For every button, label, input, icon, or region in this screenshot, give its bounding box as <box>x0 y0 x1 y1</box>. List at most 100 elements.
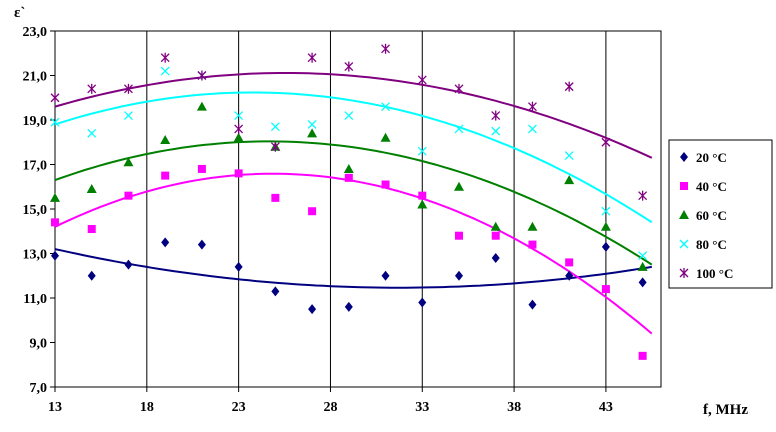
data-point-series-1 <box>234 169 243 178</box>
x-tick-label: 33 <box>415 400 429 415</box>
legend-marker <box>679 268 689 278</box>
data-point-series-4 <box>381 43 391 54</box>
data-point-series-2 <box>307 128 318 138</box>
trendlines <box>54 72 653 335</box>
data-point-series-3 <box>160 66 170 76</box>
data-point-series-2 <box>637 261 648 271</box>
data-point-series-1 <box>344 173 353 182</box>
data-point-series-3 <box>270 122 280 132</box>
data-point-series-1 <box>124 191 133 200</box>
data-point-series-2 <box>527 221 538 231</box>
x-tick-label: 13 <box>48 400 62 415</box>
data-point-series-0 <box>271 286 280 297</box>
x-tick-label: 28 <box>323 400 337 415</box>
trendline-series-3 <box>54 91 653 224</box>
data-point-series-4 <box>454 83 464 94</box>
data-point-series-3 <box>417 146 427 156</box>
data-point-series-0 <box>601 241 610 252</box>
data-point-series-1 <box>455 231 463 240</box>
legend-marker <box>680 182 688 190</box>
data-point-series-0 <box>87 270 96 281</box>
y-tick-label: 9,0 <box>30 337 48 352</box>
data-point-series-3 <box>344 111 354 121</box>
data-point-series-0 <box>381 270 390 281</box>
data-point-series-2 <box>343 163 354 173</box>
data-point-series-0 <box>491 252 500 263</box>
data-point-series-1 <box>528 240 537 249</box>
data-point-series-3 <box>454 124 464 134</box>
legend-label: 80 °C <box>696 237 727 252</box>
data-point-series-0 <box>528 299 537 310</box>
legend-marker <box>679 210 689 219</box>
trendline-series-2 <box>54 140 653 266</box>
data-point-series-4 <box>197 70 207 81</box>
data-point-series-4 <box>601 137 611 148</box>
data-point-series-0 <box>197 239 206 250</box>
data-point-series-1 <box>308 207 317 216</box>
data-point-series-0 <box>565 270 574 281</box>
y-tick-label: 15,0 <box>23 203 48 218</box>
legend-label: 60 °C <box>696 208 727 223</box>
data-point-series-3 <box>527 124 537 134</box>
y-tick-label: 23,0 <box>23 25 48 40</box>
data-point-series-0 <box>455 270 463 281</box>
data-point-series-3 <box>564 151 574 161</box>
data-point-series-0 <box>124 259 133 270</box>
gridlines <box>50 30 607 392</box>
x-tick-label: 18 <box>140 400 154 415</box>
y-tick-label: 21,0 <box>23 70 48 85</box>
data-points <box>50 43 648 360</box>
y-axis-title: ε` <box>14 5 25 21</box>
data-point-series-1 <box>381 180 390 189</box>
data-point-series-4 <box>234 123 244 134</box>
y-tick-label: 7,0 <box>30 381 48 396</box>
trendline-series-0 <box>54 248 652 289</box>
data-point-series-1 <box>161 171 170 180</box>
data-point-series-4 <box>564 81 574 92</box>
data-point-series-2 <box>600 221 611 231</box>
data-point-series-2 <box>380 132 391 142</box>
x-tick-label: 23 <box>232 400 246 415</box>
x-axis-title: f, MHz <box>703 402 748 418</box>
data-point-series-4 <box>160 52 170 63</box>
plot-area <box>54 30 662 388</box>
data-point-series-1 <box>638 351 647 360</box>
data-point-series-1 <box>565 258 574 267</box>
y-tick-label: 13,0 <box>23 248 48 263</box>
x-tick-label: 38 <box>507 400 521 415</box>
data-point-series-2 <box>417 199 428 209</box>
data-point-series-2 <box>233 132 244 142</box>
data-point-series-3 <box>87 128 97 138</box>
data-point-series-0 <box>418 297 427 308</box>
data-point-series-4 <box>123 83 133 94</box>
y-tick-label: 11,0 <box>23 292 47 307</box>
data-point-series-3 <box>307 119 317 129</box>
trendline-series-4 <box>54 72 653 159</box>
data-point-series-2 <box>160 135 171 145</box>
data-point-series-4 <box>417 74 427 85</box>
data-point-series-4 <box>270 141 280 152</box>
data-point-series-3 <box>491 126 501 136</box>
data-point-series-1 <box>197 164 206 173</box>
data-point-series-1 <box>601 285 610 294</box>
data-point-series-0 <box>308 304 317 315</box>
data-point-series-4 <box>87 83 97 94</box>
x-tick-labels: 13 18 23 28 33 38 43 <box>48 400 613 415</box>
data-point-series-3 <box>123 111 133 121</box>
data-point-series-2 <box>86 183 97 193</box>
data-point-series-2 <box>123 157 134 167</box>
data-point-series-0 <box>51 250 59 261</box>
legend-marker <box>679 239 689 249</box>
data-point-series-4 <box>638 190 648 201</box>
data-point-series-3 <box>638 251 648 261</box>
data-point-series-1 <box>87 225 96 234</box>
data-point-series-0 <box>234 261 243 272</box>
data-point-series-1 <box>271 193 280 202</box>
data-point-series-1 <box>418 191 427 200</box>
x-tick-label: 43 <box>599 400 613 415</box>
data-point-series-3 <box>50 117 60 127</box>
legend-label: 20 °C <box>696 150 727 165</box>
data-point-series-2 <box>196 101 207 111</box>
data-point-series-4 <box>491 110 501 121</box>
